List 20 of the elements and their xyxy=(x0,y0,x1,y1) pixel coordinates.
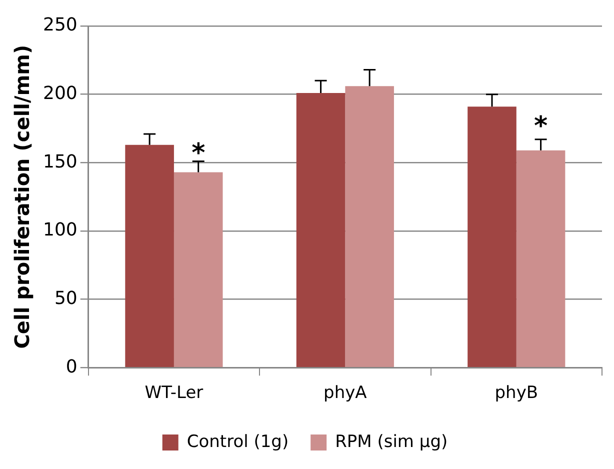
annotation: * xyxy=(192,138,206,169)
annotation: * xyxy=(534,111,548,142)
x-tick-label: phyB xyxy=(494,383,538,404)
y-tick-label: 100 xyxy=(42,220,78,241)
bar xyxy=(174,172,223,367)
y-tick-label: 150 xyxy=(42,151,78,172)
y-tick-label: 250 xyxy=(42,14,78,36)
x-tick-label: phyA xyxy=(324,383,368,404)
y-tick-label: 200 xyxy=(42,82,78,104)
y-axis-title: Cell proliferation (cell/mm) xyxy=(10,44,34,349)
bar xyxy=(296,92,346,367)
bar xyxy=(516,150,566,367)
x-tick-label: WT-Ler xyxy=(144,383,204,404)
bar xyxy=(125,144,174,367)
legend-label: RPM (sim μg) xyxy=(335,432,448,452)
legend-label: Control (1g) xyxy=(186,432,289,452)
y-tick-label: 50 xyxy=(54,288,78,309)
y-tick-label: 0 xyxy=(66,356,78,378)
bar xyxy=(345,86,394,367)
bar xyxy=(468,106,516,367)
